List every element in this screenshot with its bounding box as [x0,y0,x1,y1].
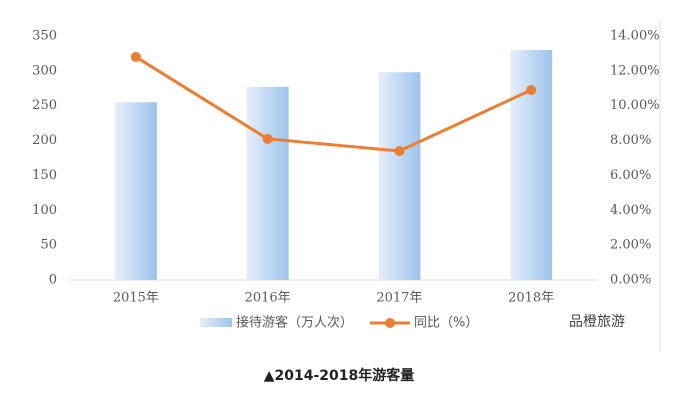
y2-tick-label: 12.00% [610,63,660,78]
x-tick-label: 2018年 [508,291,554,306]
point [130,51,141,62]
x-tick-label: 2017年 [376,291,422,306]
y2-tick-label: 10.00% [610,98,660,113]
bar [114,102,157,280]
bar [246,86,289,281]
legend-swatch [200,318,232,327]
legend-swatch [385,318,395,328]
caption: ▲2014-2018年游客量 [264,367,415,384]
y2-tick-label: 8.00% [610,133,651,148]
y-tick-label: 100 [32,203,57,218]
point [526,85,537,96]
point [262,133,273,144]
y-tick-label: 0 [49,273,57,288]
line [135,55,532,153]
y2-tick-label: 0.00% [610,273,651,288]
y2-tick-label: 4.00% [610,203,651,218]
watermark: 品橙旅游 [569,314,625,330]
bar [510,49,553,280]
y2-tick-label: 14.00% [610,29,660,44]
bar [378,72,421,280]
x-tick-label: 2015年 [113,291,159,306]
y-tick-label: 300 [32,63,57,78]
legend-label: 接待游客（万人次） [236,315,353,331]
y2-tick-label: 2.00% [610,238,651,253]
y-tick-label: 250 [32,98,57,113]
y-tick-label: 50 [40,238,57,253]
x-tick-label: 2016年 [245,291,291,306]
legend-label: 同比（%） [414,316,478,331]
y-tick-label: 150 [32,168,57,183]
y2-tick-label: 6.00% [610,168,651,183]
y-tick-label: 200 [32,133,57,148]
y-tick-label: 350 [32,29,57,44]
point [394,146,405,157]
